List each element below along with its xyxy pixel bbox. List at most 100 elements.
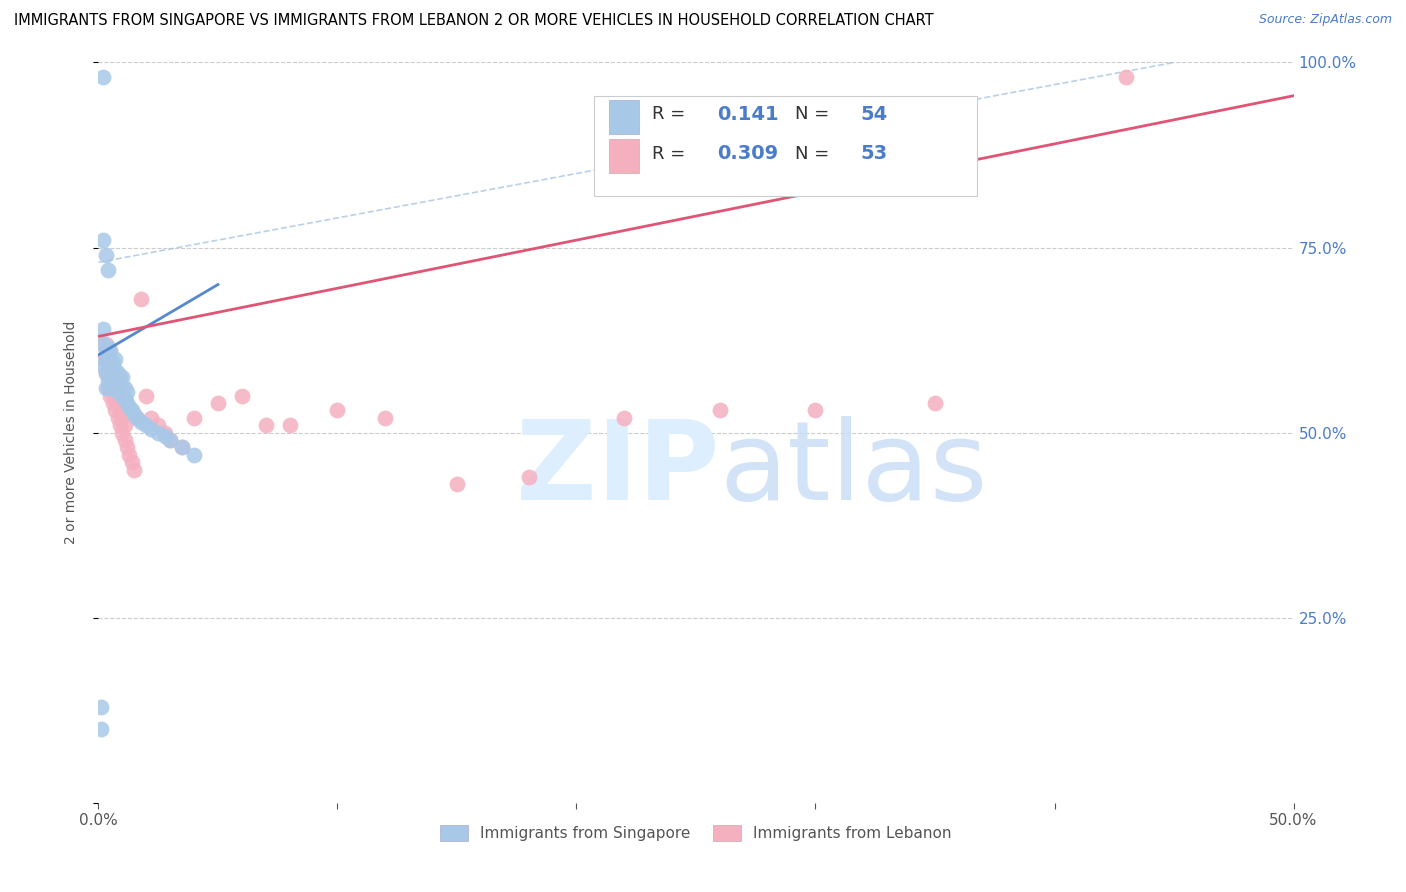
Point xyxy=(98,359,122,373)
Point xyxy=(97,351,120,366)
Point xyxy=(101,396,124,410)
Point xyxy=(108,370,131,384)
Point xyxy=(98,344,122,359)
Point xyxy=(91,359,114,373)
Point xyxy=(115,384,138,399)
Point xyxy=(124,462,146,476)
Point xyxy=(107,367,129,381)
Point xyxy=(90,722,112,736)
Point xyxy=(139,410,162,425)
Point xyxy=(924,396,946,410)
Point xyxy=(111,370,134,384)
Point xyxy=(108,384,131,399)
Point xyxy=(101,374,124,388)
Point xyxy=(97,262,120,277)
Point xyxy=(107,381,129,395)
Point xyxy=(231,388,253,402)
Point xyxy=(139,422,162,436)
Point xyxy=(94,248,117,262)
Bar xyxy=(609,139,638,173)
Point xyxy=(101,381,124,395)
Text: IMMIGRANTS FROM SINGAPORE VS IMMIGRANTS FROM LEBANON 2 OR MORE VEHICLES IN HOUSE: IMMIGRANTS FROM SINGAPORE VS IMMIGRANTS … xyxy=(14,13,934,29)
Point xyxy=(111,388,134,402)
Point xyxy=(121,403,143,417)
Point xyxy=(98,381,122,395)
Point xyxy=(159,433,181,447)
Point xyxy=(107,384,129,399)
Point xyxy=(111,410,134,425)
Point xyxy=(172,441,194,455)
Point xyxy=(108,418,131,433)
Point xyxy=(374,410,396,425)
Point xyxy=(98,344,122,359)
Point xyxy=(104,381,127,395)
Point xyxy=(97,359,120,373)
Point xyxy=(131,293,153,307)
Point xyxy=(517,470,540,484)
Point xyxy=(326,403,349,417)
Point xyxy=(115,441,138,455)
Point xyxy=(114,433,136,447)
Point xyxy=(91,233,114,247)
Text: Source: ZipAtlas.com: Source: ZipAtlas.com xyxy=(1258,13,1392,27)
Text: N =: N = xyxy=(796,145,835,162)
Point xyxy=(98,359,122,373)
Y-axis label: 2 or more Vehicles in Household: 2 or more Vehicles in Household xyxy=(63,321,77,544)
Point xyxy=(101,367,124,381)
Point xyxy=(94,367,117,381)
Point xyxy=(98,388,122,402)
Point xyxy=(94,351,117,366)
Point xyxy=(94,367,117,381)
Text: N =: N = xyxy=(796,105,835,123)
Point xyxy=(135,388,157,402)
Point xyxy=(121,455,143,469)
Point xyxy=(91,336,114,351)
Point xyxy=(111,381,134,395)
Point xyxy=(104,351,127,366)
Point xyxy=(104,403,127,417)
Point xyxy=(135,418,157,433)
Point xyxy=(183,448,205,462)
Point xyxy=(97,351,120,366)
Point xyxy=(115,396,138,410)
Point xyxy=(118,400,141,414)
Point xyxy=(613,410,636,425)
Point xyxy=(98,370,122,384)
Point xyxy=(98,351,122,366)
Point xyxy=(107,410,129,425)
Text: ZIP: ZIP xyxy=(516,417,720,523)
Point xyxy=(104,362,127,376)
Text: 54: 54 xyxy=(860,104,889,124)
Point xyxy=(159,433,181,447)
Point xyxy=(709,403,731,417)
Point xyxy=(107,376,129,390)
Point xyxy=(94,336,117,351)
Point xyxy=(124,407,146,421)
Legend: Immigrants from Singapore, Immigrants from Lebanon: Immigrants from Singapore, Immigrants fr… xyxy=(434,819,957,847)
Text: 0.141: 0.141 xyxy=(717,104,779,124)
Point xyxy=(118,448,141,462)
Point xyxy=(90,699,112,714)
Point xyxy=(94,381,117,395)
Point xyxy=(91,322,114,336)
Point xyxy=(148,425,170,440)
Point xyxy=(114,381,136,395)
Point xyxy=(131,415,153,429)
Point xyxy=(446,477,468,491)
Point xyxy=(108,377,131,392)
Text: R =: R = xyxy=(652,145,690,162)
Point xyxy=(107,396,129,410)
Point xyxy=(104,374,127,388)
Point xyxy=(125,410,148,425)
Point xyxy=(101,355,124,369)
Point xyxy=(104,370,127,384)
Point xyxy=(108,403,131,417)
Point xyxy=(111,425,134,440)
Point xyxy=(148,418,170,433)
Point xyxy=(104,388,127,402)
Point xyxy=(97,374,120,388)
Text: atlas: atlas xyxy=(720,417,988,523)
Point xyxy=(91,70,114,85)
Point xyxy=(804,403,827,417)
Point xyxy=(94,351,117,366)
